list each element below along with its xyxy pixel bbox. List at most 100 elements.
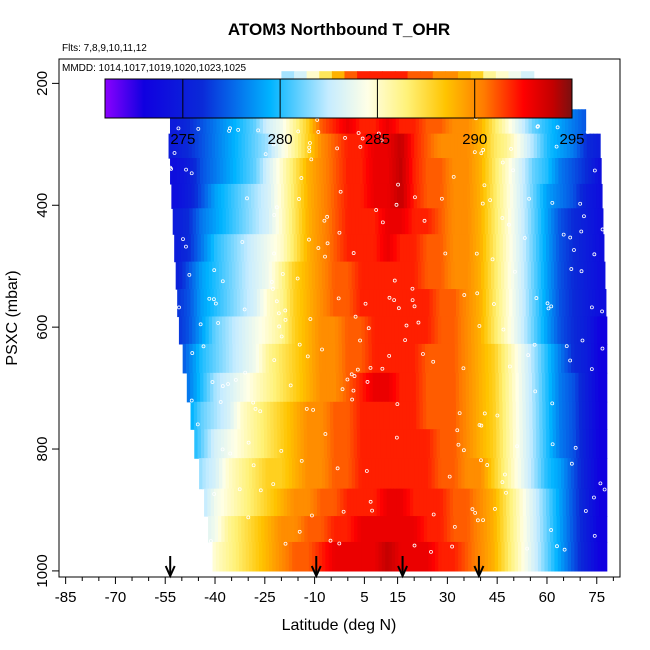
heatmap-cell: [365, 208, 370, 235]
heatmap-cell: [565, 401, 570, 430]
heatmap-cell: [314, 133, 319, 159]
heatmap-cell: [529, 429, 534, 459]
heatmap-cell: [402, 372, 407, 403]
heatmap-cell: [474, 343, 479, 374]
heatmap-cell: [328, 261, 333, 290]
heatmap-cell: [213, 289, 218, 318]
heatmap-cell: [511, 109, 516, 135]
sample-dot: [335, 146, 340, 151]
heatmap-cell: [604, 541, 608, 572]
heatmap-cell: [397, 516, 402, 543]
heatmap-cell: [522, 234, 527, 263]
heatmap-cell: [199, 208, 204, 235]
heatmap-cell: [291, 516, 295, 543]
x-tick-label: -55: [154, 589, 176, 606]
heatmap-cell: [309, 158, 314, 185]
heatmap-cell: [283, 372, 287, 403]
heatmap-cell: [306, 234, 311, 263]
heatmap-cell: [589, 429, 594, 459]
heatmap-cell: [233, 158, 238, 185]
heatmap-cell: [481, 208, 486, 235]
heatmap-cell: [484, 343, 489, 374]
heatmap-cell: [334, 316, 339, 345]
heatmap-cell: [538, 158, 543, 185]
heatmap-cell: [354, 133, 359, 159]
heatmap-cell: [590, 133, 595, 159]
heatmap-cell: [363, 401, 368, 430]
heatmap-cell: [281, 133, 286, 159]
heatmap-cell: [471, 458, 476, 490]
heatmap-cell: [596, 183, 601, 209]
sample-dot: [272, 213, 277, 217]
sample-dot: [307, 145, 312, 150]
heatmap-cell: [223, 158, 228, 185]
heatmap-cell: [555, 289, 560, 318]
heatmap-cell: [270, 401, 275, 430]
heatmap-cell: [386, 488, 391, 517]
heatmap-cell: [467, 133, 472, 159]
heatmap-cell: [318, 208, 323, 235]
heatmap-cell: [193, 372, 198, 403]
sample-dot: [526, 353, 531, 358]
heatmap-cell: [387, 183, 392, 209]
heatmap-cell: [258, 133, 263, 159]
heatmap-cell: [253, 289, 258, 318]
heatmap-cell: [409, 401, 414, 430]
heatmap-cell: [391, 541, 396, 572]
heatmap-cell: [319, 372, 324, 403]
heatmap-cell: [444, 343, 449, 374]
sample-dot: [283, 308, 288, 313]
heatmap-cell: [498, 372, 503, 403]
heatmap-cell: [477, 261, 482, 290]
heatmap-cell: [229, 541, 234, 572]
heatmap-cell: [237, 401, 241, 430]
heatmap-cell: [412, 401, 417, 430]
heatmap-cell: [462, 401, 467, 430]
heatmap-cell: [187, 289, 192, 318]
heatmap-cell: [348, 316, 353, 345]
heatmap-cell: [271, 261, 276, 290]
heatmap-cell: [254, 429, 258, 459]
heatmap-cell: [247, 516, 252, 543]
heatmap-cell: [419, 488, 424, 517]
heatmap-cell: [295, 343, 300, 374]
heatmap-cell: [346, 372, 351, 403]
heatmap-cell: [207, 183, 212, 209]
heatmap-cell: [398, 343, 403, 374]
heatmap-cell: [530, 516, 534, 543]
heatmap-cell: [430, 516, 435, 543]
heatmap-cell: [174, 183, 179, 209]
heatmap-cell: [592, 289, 597, 318]
heatmap-cell: [416, 401, 421, 430]
heatmap-cell: [545, 289, 550, 318]
heatmap-cell: [582, 401, 587, 430]
heatmap-cell: [374, 316, 379, 345]
heatmap-cell: [423, 488, 428, 517]
heatmap-cell: [447, 316, 452, 345]
heatmap-cell: [359, 401, 364, 430]
heatmap-cell: [226, 372, 231, 403]
heatmap-cell: [310, 183, 315, 209]
heatmap-cell: [549, 516, 554, 543]
heatmap-cell: [236, 158, 241, 185]
heatmap-cell: [274, 183, 279, 209]
heatmap-cell: [562, 289, 567, 318]
heatmap-cell: [494, 261, 499, 290]
heatmap-cell: [467, 316, 472, 345]
sample-dot: [316, 130, 321, 134]
heatmap-cell: [348, 208, 353, 235]
heatmap-cell: [438, 208, 443, 235]
heatmap-cell: [223, 289, 228, 318]
heatmap-cell: [359, 158, 364, 185]
heatmap-cell: [229, 158, 234, 185]
sample-dot: [477, 423, 482, 427]
heatmap-cell: [275, 316, 280, 345]
heatmap-cell: [283, 289, 288, 318]
heatmap-cell: [262, 158, 267, 185]
heatmap-cell: [588, 158, 593, 185]
heatmap-cell: [513, 183, 518, 209]
heatmap-cell: [510, 316, 515, 345]
heatmap-cell: [358, 261, 363, 290]
sample-dot: [550, 442, 555, 447]
sample-dot: [513, 269, 517, 274]
